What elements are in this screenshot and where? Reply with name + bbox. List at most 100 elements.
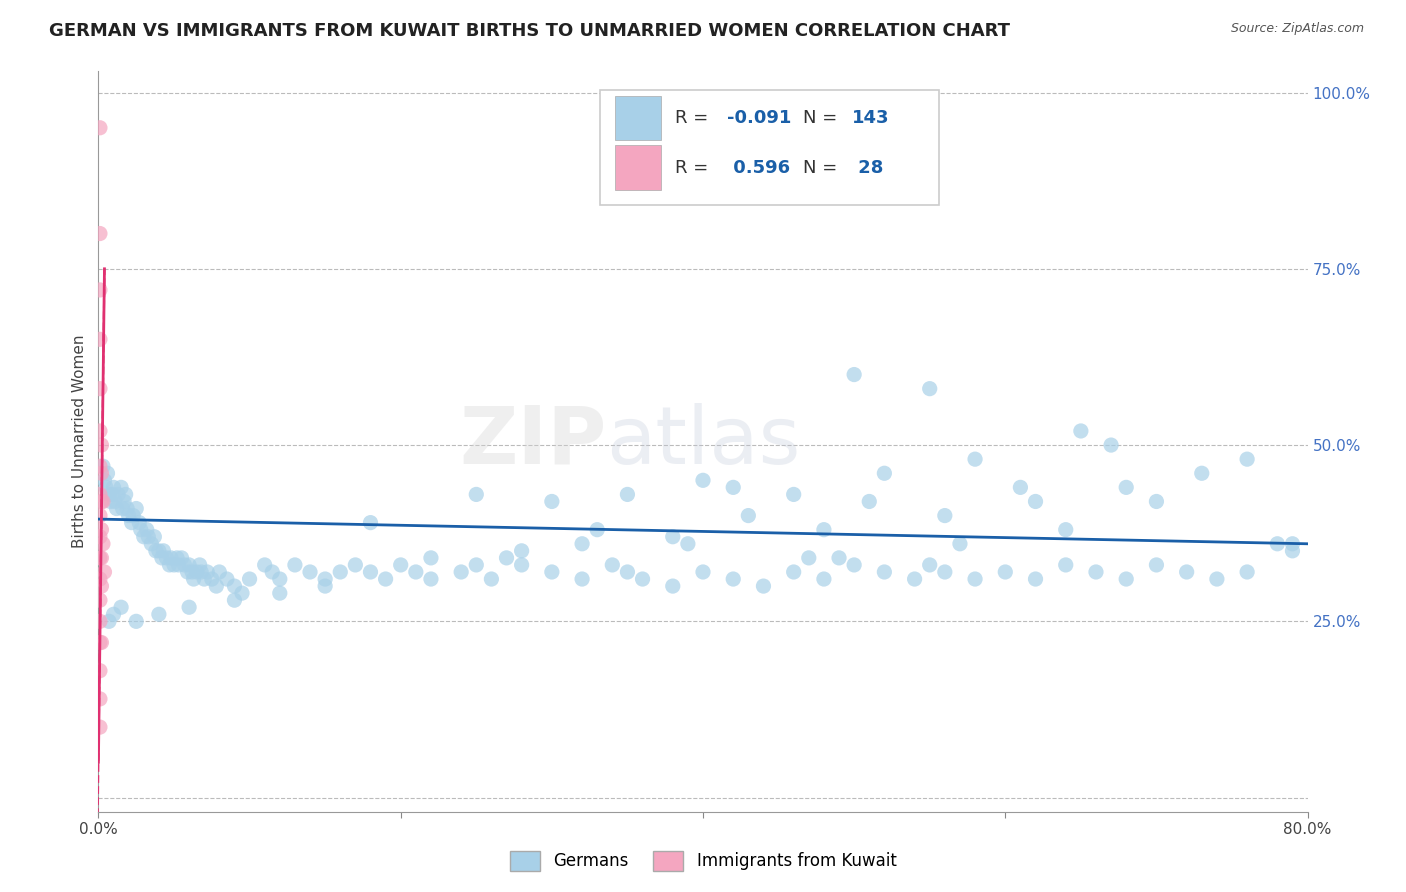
Point <box>360 565 382 579</box>
Point <box>98 487 121 501</box>
Point <box>405 565 427 579</box>
Point <box>89 692 111 706</box>
Point <box>253 558 276 572</box>
Point <box>540 494 562 508</box>
Point <box>934 565 956 579</box>
Point <box>269 586 291 600</box>
Point <box>101 487 124 501</box>
Point <box>193 572 215 586</box>
Point <box>783 565 806 579</box>
Point <box>262 565 284 579</box>
Point <box>90 550 112 565</box>
Point <box>1144 558 1167 572</box>
Point <box>813 523 835 537</box>
Point <box>89 487 111 501</box>
Point <box>98 615 121 629</box>
Point <box>1191 467 1213 481</box>
Point <box>224 593 246 607</box>
Point <box>904 572 927 586</box>
Point <box>89 283 111 297</box>
Point <box>89 508 111 523</box>
Text: 28: 28 <box>852 159 883 177</box>
Point <box>89 635 111 649</box>
Point <box>873 467 896 481</box>
Text: R =: R = <box>675 159 714 177</box>
Point <box>141 537 163 551</box>
Point <box>93 473 115 487</box>
Point <box>783 487 806 501</box>
Point <box>89 572 111 586</box>
Point <box>167 558 190 572</box>
Point <box>329 565 352 579</box>
Point <box>166 550 188 565</box>
Point <box>1054 523 1077 537</box>
Point <box>752 579 775 593</box>
Point <box>104 494 127 508</box>
Point <box>186 565 208 579</box>
Point <box>949 537 972 551</box>
Point <box>143 530 166 544</box>
Point <box>89 615 111 629</box>
Point <box>148 544 170 558</box>
Point <box>374 572 396 586</box>
Point <box>107 487 129 501</box>
Point <box>105 501 128 516</box>
Point <box>1206 572 1229 586</box>
Point <box>269 572 291 586</box>
Point <box>136 530 159 544</box>
Point <box>571 572 593 586</box>
Point <box>201 572 224 586</box>
Point <box>90 635 112 649</box>
Point <box>152 544 174 558</box>
Point <box>873 565 896 579</box>
Point <box>602 558 624 572</box>
Point <box>90 579 112 593</box>
Point <box>89 382 111 396</box>
Point <box>90 494 112 508</box>
Point <box>360 516 382 530</box>
Point <box>1115 572 1137 586</box>
Point <box>91 494 114 508</box>
Point <box>159 558 181 572</box>
Point <box>813 572 835 586</box>
Point <box>1010 480 1032 494</box>
Point <box>128 516 150 530</box>
FancyBboxPatch shape <box>614 145 661 190</box>
Point <box>934 508 956 523</box>
Point <box>215 572 238 586</box>
Point <box>195 565 218 579</box>
Point <box>155 550 177 565</box>
Point <box>510 558 533 572</box>
Point <box>284 558 307 572</box>
Point <box>239 572 262 586</box>
Point <box>965 572 987 586</box>
Point <box>676 537 699 551</box>
Point <box>135 523 157 537</box>
Point <box>148 607 170 622</box>
Point <box>90 523 112 537</box>
Point <box>93 565 115 579</box>
Text: -0.091: -0.091 <box>727 109 792 127</box>
Point <box>160 550 183 565</box>
Point <box>190 565 212 579</box>
Point <box>1024 494 1046 508</box>
Point <box>450 565 472 579</box>
Point <box>314 572 336 586</box>
Point <box>125 501 148 516</box>
Point <box>1175 565 1198 579</box>
Point <box>631 572 654 586</box>
Point <box>481 572 503 586</box>
Point <box>1236 565 1258 579</box>
Point <box>112 494 135 508</box>
Point <box>150 550 173 565</box>
Text: 143: 143 <box>852 109 889 127</box>
Point <box>179 600 201 615</box>
Point <box>89 664 111 678</box>
FancyBboxPatch shape <box>600 90 939 204</box>
Point <box>1267 537 1289 551</box>
Point <box>181 565 204 579</box>
Point <box>420 572 443 586</box>
Point <box>1054 558 1077 572</box>
Point <box>723 480 745 494</box>
Y-axis label: Births to Unmarried Women: Births to Unmarried Women <box>72 334 87 549</box>
